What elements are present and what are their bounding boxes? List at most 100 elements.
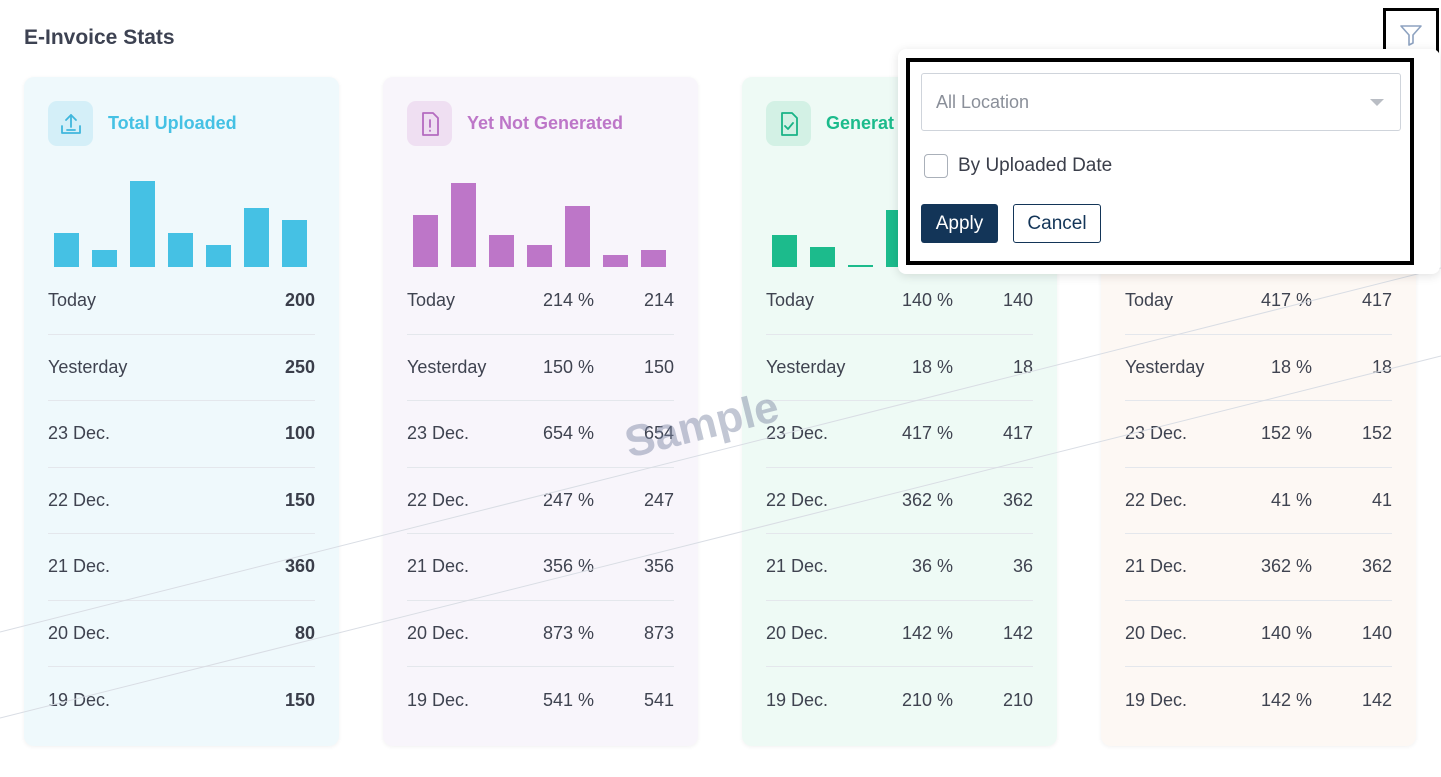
bar-0 (413, 215, 438, 267)
stat-label: 20 Dec. (48, 622, 111, 643)
stat-value: 362 (1002, 489, 1033, 510)
stat-label: 21 Dec. (407, 556, 470, 577)
stat-label: Yesterday (407, 356, 487, 377)
stat-label: 23 Dec. (407, 423, 470, 444)
stat-label: 22 Dec. (766, 489, 829, 510)
location-select[interactable]: All Location (921, 73, 1401, 131)
stat-value: 417 (1002, 423, 1033, 444)
stat-row: 19 Dec. 210 % 210 (766, 667, 1033, 734)
upload-icon (48, 101, 93, 146)
stat-label: Today (1125, 290, 1174, 311)
stats-list: Today 417 % 417 Yesterday 18 % 18 23 Dec. 152 %… (1125, 268, 1392, 734)
bar-3 (527, 245, 552, 267)
filter-popup: All Location By Uploaded Date Apply Canc… (898, 49, 1440, 274)
stat-percent: 417 % (1260, 290, 1312, 311)
stat-percent: 41 % (1270, 489, 1312, 510)
stat-value: 150 (643, 356, 674, 377)
stat-percent: 247 % (542, 489, 594, 510)
filter-form: All Location By Uploaded Date Apply Canc… (906, 58, 1414, 265)
stat-value: 18 (1012, 356, 1033, 377)
card-title: Generat (826, 113, 895, 133)
stat-row: 22 Dec. 150 (48, 468, 315, 534)
stat-row: 19 Dec. 150 (48, 667, 315, 734)
stat-value: 417 (1361, 290, 1392, 311)
by-uploaded-date-checkbox[interactable] (924, 154, 948, 178)
stat-label: 19 Dec. (766, 689, 829, 710)
card-yet-not-generated: Yet Not Generated Today 214 % 214 Yesterday… (383, 77, 698, 746)
stat-value: 41 (1371, 489, 1392, 510)
stat-row: Today 417 % 417 (1125, 268, 1392, 335)
stat-row: 20 Dec. 873 % 873 (407, 601, 674, 667)
stat-row: 19 Dec. 541 % 541 (407, 667, 674, 734)
stat-value: 247 (643, 489, 674, 510)
stat-label: 19 Dec. (407, 689, 470, 710)
stat-value: 210 (1002, 689, 1033, 710)
bar-0 (772, 235, 797, 267)
card-header: Generat (766, 101, 894, 146)
stat-percent: 18 % (911, 356, 953, 377)
stat-row: 21 Dec. 356 % 356 (407, 534, 674, 601)
bar-6 (282, 220, 307, 267)
card-header: Yet Not Generated (407, 101, 623, 146)
stat-row: Yesterday 150 % 150 (407, 335, 674, 401)
stats-list: Today 140 % 140 Yesterday 18 % 18 23 Dec. 417 %… (766, 268, 1033, 734)
stat-value: 200 (284, 290, 315, 311)
stat-row: Yesterday 250 (48, 335, 315, 401)
stat-value: 152 (1361, 423, 1392, 444)
stat-label: Yesterday (766, 356, 846, 377)
stat-label: 20 Dec. (1125, 622, 1188, 643)
stat-value: 80 (294, 622, 315, 643)
stat-value: 360 (284, 556, 315, 577)
stat-percent: 873 % (542, 622, 594, 643)
stat-value: 142 (1002, 622, 1033, 643)
page-title: E-Invoice Stats (24, 26, 175, 49)
stat-label: 22 Dec. (48, 489, 111, 510)
stat-percent: 362 % (901, 489, 953, 510)
bar-4 (565, 206, 590, 267)
stat-percent: 210 % (901, 689, 953, 710)
stat-row: 23 Dec. 100 (48, 401, 315, 468)
stat-row: 22 Dec. 362 % 362 (766, 468, 1033, 534)
document-alert-icon (407, 101, 452, 146)
stat-percent: 18 % (1270, 356, 1312, 377)
stat-row: 23 Dec. 654 % 654 (407, 401, 674, 468)
stat-percent: 152 % (1260, 423, 1312, 444)
card-title: Yet Not Generated (467, 113, 624, 133)
card-total-uploaded: Total Uploaded Today 200 Yesterday 250 23 De… (24, 77, 339, 746)
stat-row: 19 Dec. 142 % 142 (1125, 667, 1392, 734)
stat-label: 20 Dec. (407, 622, 470, 643)
bar-0 (54, 233, 79, 267)
stat-row: 22 Dec. 247 % 247 (407, 468, 674, 534)
stat-percent: 214 % (542, 290, 594, 311)
stat-value: 214 (643, 290, 674, 311)
stat-row: 23 Dec. 417 % 417 (766, 401, 1033, 468)
stat-label: 22 Dec. (407, 489, 470, 510)
stat-row: 21 Dec. 360 (48, 534, 315, 601)
bar-3 (168, 233, 193, 267)
stat-row: 23 Dec. 152 % 152 (1125, 401, 1392, 468)
stat-label: Today (48, 290, 97, 311)
stat-label: 19 Dec. (48, 689, 111, 710)
stat-label: 23 Dec. (48, 423, 111, 444)
card-title: Total Uploaded (108, 113, 237, 133)
by-uploaded-date-label: By Uploaded Date (958, 155, 1113, 176)
stat-label: 21 Dec. (48, 556, 111, 577)
stat-percent: 356 % (542, 556, 594, 577)
chevron-down-icon (1370, 99, 1384, 106)
by-uploaded-date-option[interactable]: By Uploaded Date (924, 154, 1112, 178)
cancel-button[interactable]: Cancel (1013, 204, 1101, 243)
stat-value: 140 (1002, 290, 1033, 311)
stats-list: Today 214 % 214 Yesterday 150 % 150 23 Dec. 654… (407, 268, 674, 734)
stat-row: 21 Dec. 362 % 362 (1125, 534, 1392, 601)
stat-percent: 150 % (542, 356, 594, 377)
stat-label: 22 Dec. (1125, 489, 1188, 510)
bar-1 (451, 183, 476, 267)
stat-label: Yesterday (1125, 356, 1205, 377)
apply-button[interactable]: Apply (921, 204, 998, 243)
stat-value: 18 (1371, 356, 1392, 377)
stat-percent: 541 % (542, 689, 594, 710)
stat-value: 873 (643, 622, 674, 643)
bar-chart (54, 181, 314, 267)
stat-row: Today 200 (48, 268, 315, 335)
bar-4 (206, 245, 231, 267)
